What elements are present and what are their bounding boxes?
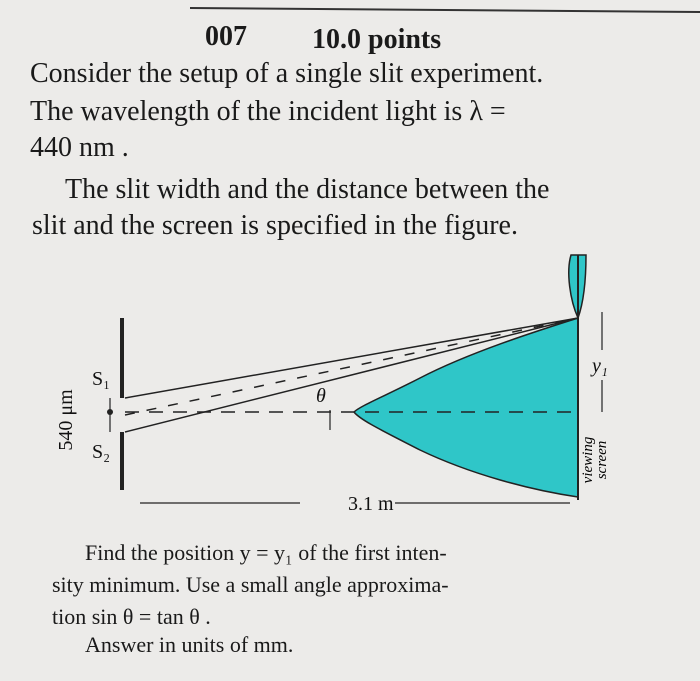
question-line: Answer in units of mm. bbox=[85, 632, 293, 657]
figure: 540 μm S₁ S₂ θ 3.1 m y₁ viewing screen bbox=[55, 254, 610, 515]
screen-label: screen bbox=[594, 441, 610, 480]
ray bbox=[124, 317, 579, 433]
intro-line: Consider the setup of a single slit expe… bbox=[30, 58, 543, 89]
question-line: Find the position y = y₁ of the first in… bbox=[85, 540, 447, 565]
intro-line: 440 nm . bbox=[30, 132, 129, 163]
screen-label: viewing bbox=[580, 436, 596, 483]
intro-line: The slit width and the distance between … bbox=[65, 174, 549, 205]
slit-label: S₂ bbox=[92, 441, 110, 463]
slit-label: S₁ bbox=[92, 368, 110, 390]
position-label: y₁ bbox=[590, 355, 608, 377]
question-line: tion sin θ = tan θ . bbox=[52, 604, 211, 629]
distance-label: 3.1 m bbox=[348, 493, 394, 515]
slit-width-label: 540 μm bbox=[55, 389, 77, 451]
question-line: sity minimum. Use a small angle approxim… bbox=[52, 572, 449, 597]
intro-line: slit and the screen is specified in the … bbox=[32, 210, 518, 241]
problem-number: 007 bbox=[205, 21, 247, 52]
angle-label: θ bbox=[316, 385, 326, 407]
points: 10.0 points bbox=[312, 24, 441, 55]
ray bbox=[124, 317, 579, 399]
rule bbox=[189, 7, 700, 13]
intro-line: The wavelength of the incident light is … bbox=[30, 96, 506, 127]
slit-center bbox=[107, 409, 113, 415]
